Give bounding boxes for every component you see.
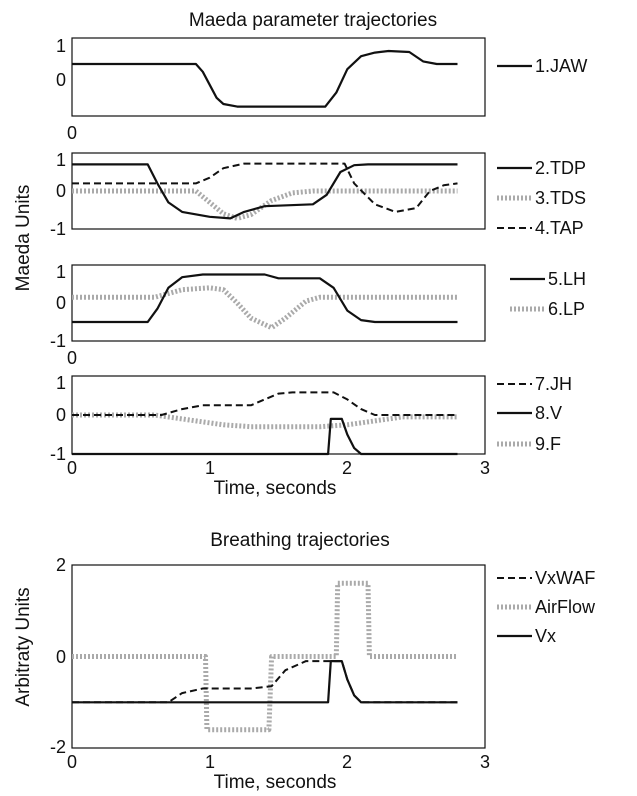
panel-2-ytick-mid: 0 bbox=[56, 181, 66, 201]
breathing-plot bbox=[72, 580, 458, 733]
legend-label-tap: 4.TAP bbox=[535, 218, 584, 238]
breathing-xlabel: Time, seconds bbox=[214, 772, 337, 793]
panel-4-ytick-bot: -1 bbox=[50, 444, 66, 464]
panel-3-plot bbox=[72, 273, 458, 331]
legend-label-vxwaf: VxWAF bbox=[535, 568, 595, 588]
panel-3-xtick-0: 0 bbox=[67, 348, 77, 368]
series-line-airflow bbox=[72, 580, 458, 733]
series-line-6-lp bbox=[72, 285, 458, 331]
legend-label-vx: Vx bbox=[535, 626, 556, 646]
breathing-chart-title: Breathing trajectories bbox=[210, 530, 390, 551]
panel-1-ytick-mid: 0 bbox=[56, 70, 66, 90]
legend-label-tds: 3.TDS bbox=[535, 188, 586, 208]
legend-panel-3: 5.LH 6.LP bbox=[510, 269, 586, 319]
legend-label-f: 9.F bbox=[535, 434, 561, 454]
breathing-xtick-0: 0 bbox=[67, 752, 77, 772]
maeda-panel-1: 1 0 0 1.JAW bbox=[56, 36, 587, 143]
panel-3-ytick-mid: 0 bbox=[56, 293, 66, 313]
panel-3-frame bbox=[71, 264, 486, 342]
breathing-ytick-bot: -2 bbox=[50, 737, 66, 757]
series-line-8-v bbox=[72, 417, 458, 456]
panel-4-ytick-top: 1 bbox=[56, 373, 66, 393]
maeda-chart-title: Maeda parameter trajectories bbox=[189, 10, 437, 31]
panel-3-ytick-top: 1 bbox=[56, 262, 66, 282]
breathing-xtick-1: 1 bbox=[205, 752, 215, 772]
legend-panel-4: 7.JH 8.V 9.F bbox=[497, 374, 572, 454]
maeda-panel-3: 1 0 -1 0 5.LH 6.LP bbox=[50, 262, 586, 368]
breathing-ytick-mid: 0 bbox=[56, 647, 66, 667]
breathing-xtick-3: 3 bbox=[480, 752, 490, 772]
panel-4-xtick-2: 2 bbox=[342, 458, 352, 478]
series-line-1-jaw bbox=[72, 49, 458, 108]
maeda-ylabel: Maeda Units bbox=[13, 185, 34, 292]
legend-label-v: 8.V bbox=[535, 403, 562, 423]
legend-panel-1: 1.JAW bbox=[497, 56, 587, 76]
series-line-5-lh bbox=[72, 273, 458, 324]
panel-2-ytick-bot: -1 bbox=[50, 219, 66, 239]
maeda-panel-2: 1 0 -1 2.TDP 3.TDS 4.TAP bbox=[50, 150, 586, 239]
panel-4-xtick-1: 1 bbox=[205, 458, 215, 478]
legend-label-lh: 5.LH bbox=[548, 269, 586, 289]
panel-4-xtick-3: 3 bbox=[480, 458, 490, 478]
legend-label-jh: 7.JH bbox=[535, 374, 572, 394]
legend-label-tdp: 2.TDP bbox=[535, 158, 586, 178]
series-line-7-jh bbox=[72, 391, 458, 416]
series-line-3-tds bbox=[72, 188, 458, 221]
panel-4-ytick-mid: 0 bbox=[56, 405, 66, 425]
breathing-chart: Breathing trajectories Arbitraty Units 2… bbox=[13, 530, 596, 793]
breathing-ytick-top: 2 bbox=[56, 555, 66, 575]
series-line-2-tdp bbox=[72, 163, 458, 220]
series-line-vxwaf bbox=[72, 660, 458, 704]
series-line-4-tap bbox=[72, 162, 458, 213]
panel-4-xlabel: Time, seconds bbox=[214, 478, 337, 499]
panel-2-plot bbox=[72, 162, 458, 221]
legend-label-lp: 6.LP bbox=[548, 299, 585, 319]
panel-1-frame bbox=[71, 37, 486, 117]
series-line-vx bbox=[72, 659, 458, 704]
panel-2-ytick-top: 1 bbox=[56, 150, 66, 170]
legend-label-airflow: AirFlow bbox=[535, 597, 596, 617]
series-line-9-f bbox=[72, 412, 458, 430]
legend-label-jaw: 1.JAW bbox=[535, 56, 587, 76]
panel-4-xtick-0: 0 bbox=[67, 458, 77, 478]
panel-1-ytick-top: 1 bbox=[56, 36, 66, 56]
legend-breathing: VxWAF AirFlow Vx bbox=[497, 568, 596, 646]
panel-3-ytick-bot: -1 bbox=[50, 331, 66, 351]
legend-panel-2: 2.TDP 3.TDS 4.TAP bbox=[497, 158, 586, 238]
panel-4-plot bbox=[72, 391, 458, 456]
breathing-ylabel: Arbitraty Units bbox=[13, 587, 34, 706]
breathing-xtick-2: 2 bbox=[342, 752, 352, 772]
panel-1-xtick-0: 0 bbox=[67, 123, 77, 143]
panel-1-plot bbox=[72, 49, 458, 108]
maeda-panel-4: 1 0 -1 0 1 2 3 Time, seconds 7.JH 8.V 9.… bbox=[50, 373, 572, 499]
